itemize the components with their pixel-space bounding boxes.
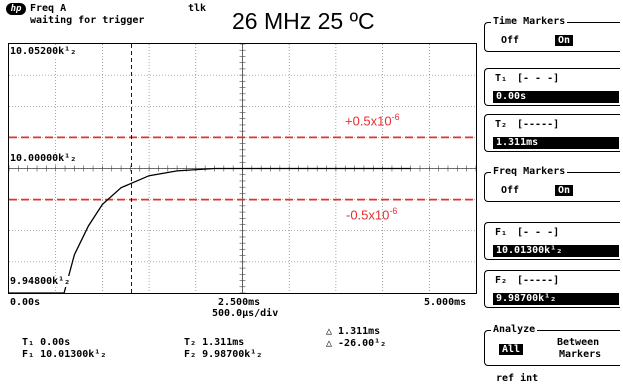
y-label-mid: 10.00000k¹₂: [10, 153, 77, 164]
f2-readout-value: 9.98700k¹₂: [202, 349, 263, 360]
t1-value: 0.00s: [496, 91, 527, 102]
f2-softkey-label: F₂: [495, 275, 508, 286]
lower-limit-exponent: -6: [389, 206, 398, 216]
time-markers-off[interactable]: Off: [501, 35, 520, 46]
plot-canvas: [9, 44, 476, 293]
upper-limit-exponent: -6: [391, 112, 400, 122]
f1-readout: F₁ 10.01300k¹₂: [10, 338, 106, 360]
f2-readout: F₂ 9.98700k¹₂: [172, 338, 262, 360]
time-markers-title: Time Markers: [491, 16, 568, 27]
t2-softkey-brackets: [-----]: [517, 119, 560, 130]
f1-softkey[interactable]: F₁ [- - -] 10.01300k¹₂: [484, 222, 620, 260]
t2-readout: T₂ 1.311ms: [172, 326, 244, 348]
t1-readout-value: 0.00s: [40, 337, 71, 348]
t2-readout-value: 1.311ms: [202, 337, 245, 348]
y-label-top: 10.05200k¹₂: [10, 46, 77, 57]
frequency-trace: [9, 167, 411, 293]
f1-readout-label: F₁: [22, 349, 35, 360]
f1-softkey-brackets: [- - -]: [517, 227, 560, 238]
hp-logo: hp: [6, 3, 26, 15]
f2-value: 9.98700k¹₂: [496, 293, 557, 304]
freq-markers-on[interactable]: On: [555, 185, 574, 196]
x-label-start: 0.00s: [10, 297, 41, 308]
t1-softkey-brackets: [- - -]: [517, 73, 560, 84]
f2-softkey-brackets: [-----]: [517, 275, 560, 286]
y-label-bottom: 9.94800k¹₂: [10, 276, 71, 287]
f1-softkey-label: F₁: [495, 227, 508, 238]
f1-value: 10.01300k¹₂: [496, 245, 563, 256]
t2-value: 1.311ms: [496, 137, 539, 148]
freq-markers-off[interactable]: Off: [501, 185, 520, 196]
x-label-mid: 2.500ms: [218, 297, 261, 308]
f1-value-field[interactable]: 10.01300k¹₂: [493, 245, 619, 257]
t2-softkey[interactable]: T₂ [-----] 1.311ms: [484, 114, 620, 152]
t2-softkey-label: T₂: [495, 119, 508, 130]
t2-readout-label: T₂: [184, 337, 197, 348]
t1-value-field[interactable]: 0.00s: [493, 91, 619, 103]
lower-limit-label: -0.5x10-6: [346, 206, 397, 222]
channel-label: Freq A: [30, 3, 67, 14]
hp-logo-text: hp: [10, 4, 22, 14]
x-label-end: 5.000ms: [424, 297, 467, 308]
analyze-between[interactable]: Between: [557, 337, 600, 348]
freq-markers-title: Freq Markers: [491, 166, 568, 177]
f2-readout-label: F₂: [184, 349, 197, 360]
delta-f-readout: △ -26.00¹₂: [326, 338, 387, 349]
talk-indicator: tlk: [188, 3, 207, 14]
t1-softkey-label: T₁: [495, 73, 508, 84]
analyze-markers[interactable]: Markers: [559, 349, 602, 360]
f1-readout-value: 10.01300k¹₂: [40, 349, 107, 360]
freq-markers-softkey[interactable]: Freq Markers Off On: [484, 166, 620, 202]
delta-t-readout: △ 1.311ms: [326, 326, 381, 337]
t1-readout-label: T₁: [22, 337, 35, 348]
x-per-div: 500.0µs/div: [212, 308, 279, 319]
f2-value-field[interactable]: 9.98700k¹₂: [493, 293, 619, 305]
f2-softkey[interactable]: F₂ [-----] 9.98700k¹₂: [484, 270, 620, 308]
t1-readout: T₁ 0.00s: [10, 326, 70, 348]
t1-softkey[interactable]: T₁ [- - -] 0.00s: [484, 68, 620, 106]
t2-value-field[interactable]: 1.311ms: [493, 137, 619, 149]
ref-indicator: ref int: [496, 373, 539, 384]
lower-limit-text: -0.5x10: [346, 207, 390, 223]
frequency-plot[interactable]: [8, 43, 477, 294]
analyze-title: Analyze: [491, 324, 538, 335]
upper-limit-label: +0.5x10-6: [345, 112, 400, 128]
status-text: waiting for trigger: [30, 15, 145, 26]
caption: 26 MHz 25 ºC: [232, 8, 375, 34]
analyze-softkey[interactable]: Analyze All Between Markers: [484, 324, 620, 366]
analyze-all[interactable]: All: [499, 344, 524, 355]
time-markers-softkey[interactable]: Time Markers Off On: [484, 16, 620, 52]
time-markers-on[interactable]: On: [555, 35, 574, 46]
upper-limit-text: +0.5x10: [345, 113, 392, 129]
